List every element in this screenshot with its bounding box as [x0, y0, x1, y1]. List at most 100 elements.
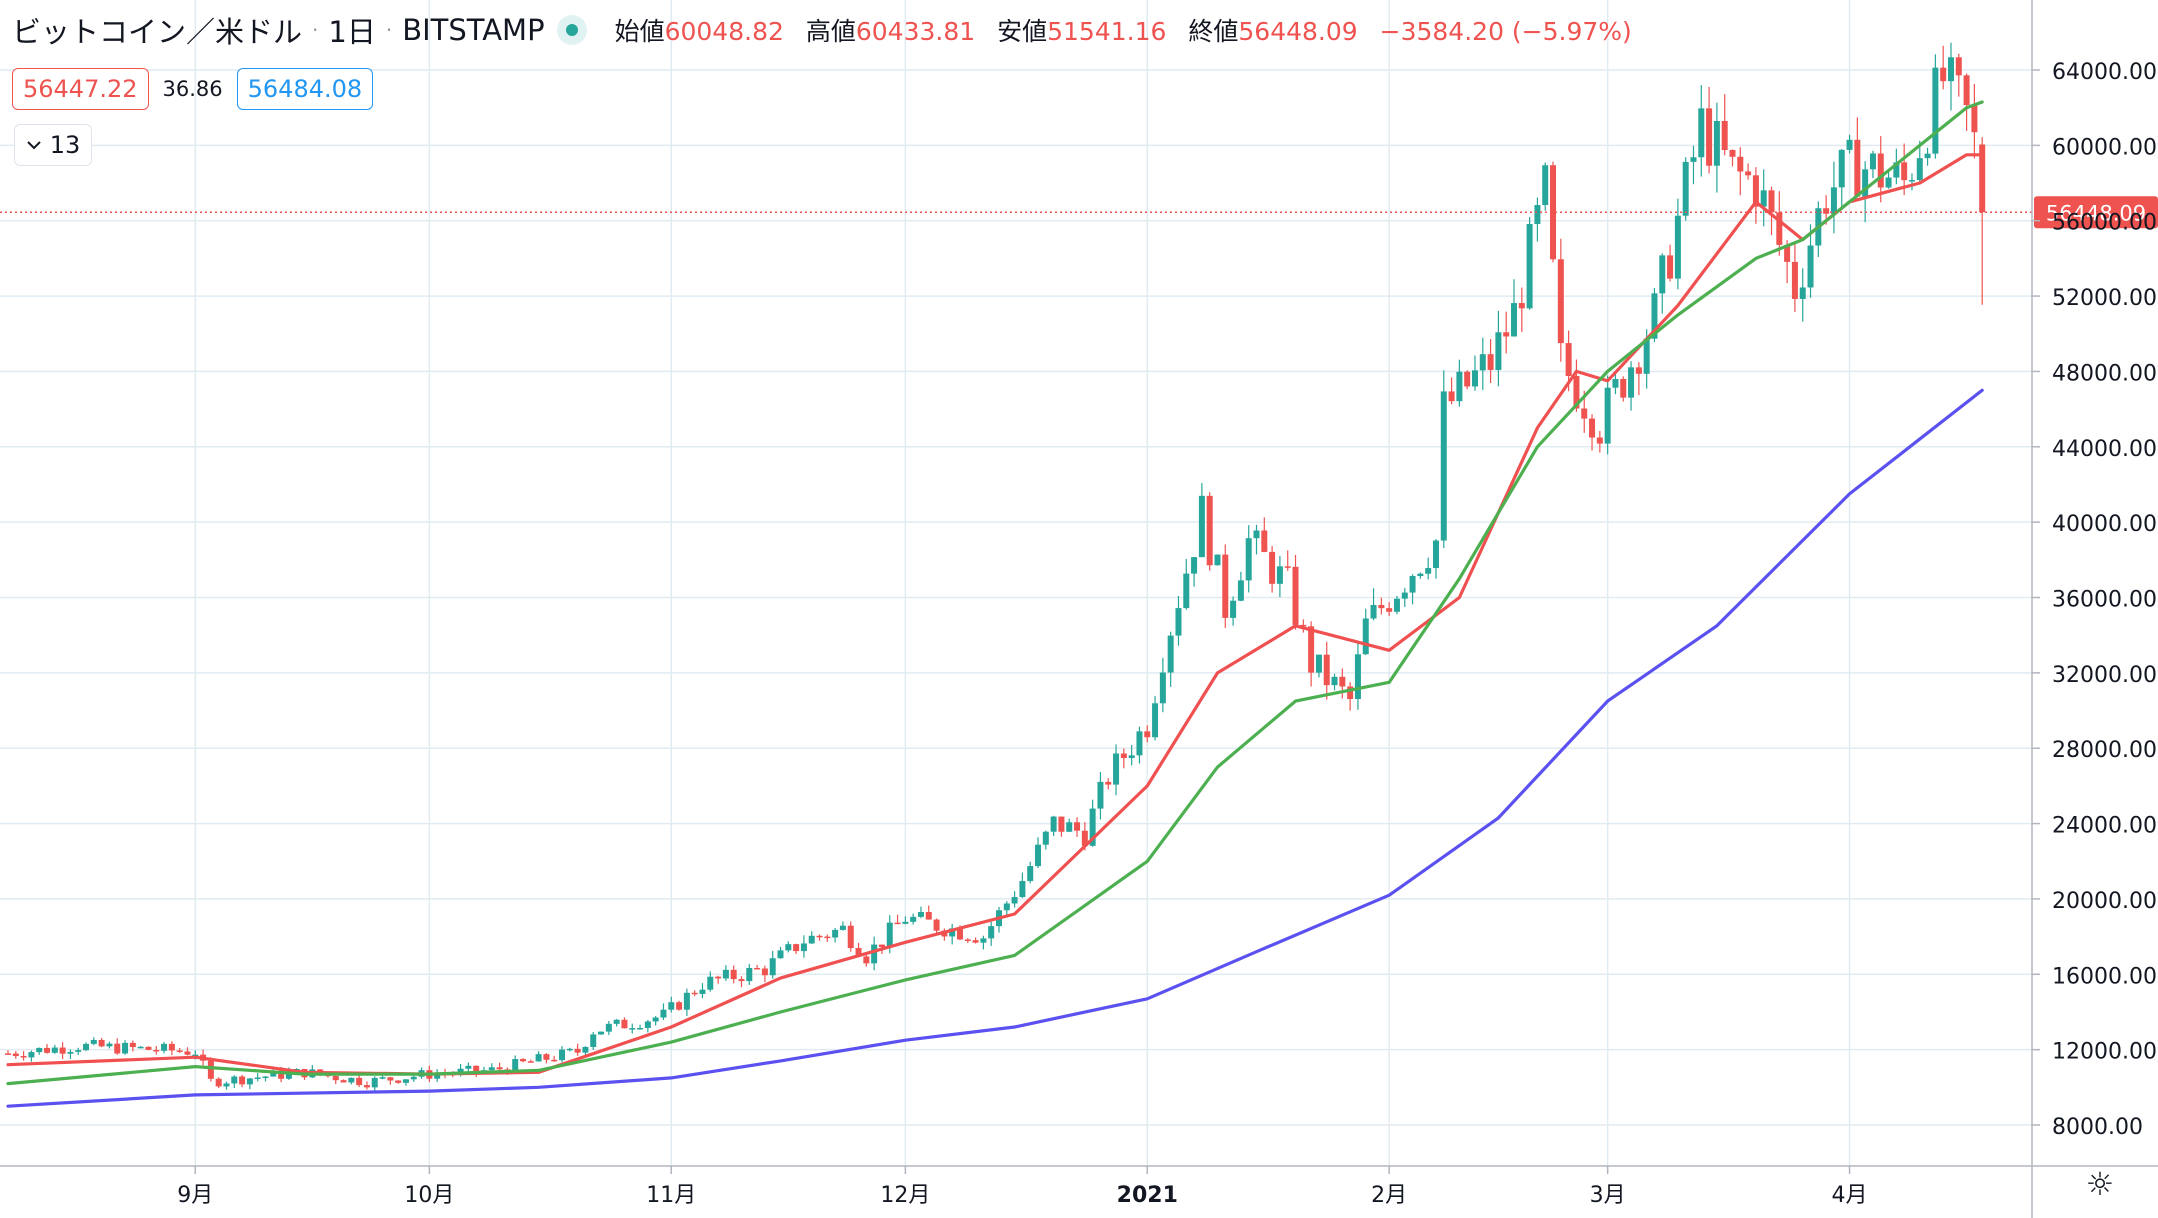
candle-body: [1230, 600, 1237, 618]
candle-body: [1752, 175, 1759, 207]
candle-body: [496, 1067, 503, 1070]
candle-body: [1596, 437, 1603, 444]
candle-body: [363, 1085, 370, 1088]
candle-body: [192, 1054, 199, 1057]
candle-body: [1799, 287, 1806, 299]
candle-body: [1823, 208, 1830, 214]
candle-body: [1362, 618, 1369, 655]
candle-body: [270, 1070, 277, 1077]
candle-body: [1628, 367, 1635, 398]
candle-body: [894, 922, 901, 925]
candle-body: [1105, 781, 1112, 785]
candle-body: [652, 1017, 659, 1022]
candle-body: [332, 1075, 339, 1081]
candle-body: [871, 944, 878, 964]
candle-body: [75, 1050, 82, 1052]
last-price-label: 56448.09: [2046, 201, 2146, 225]
candle-body: [44, 1047, 51, 1053]
candle-body: [988, 926, 995, 939]
chart-settings-button[interactable]: ☼: [2082, 1165, 2118, 1203]
chevron-down-icon: [26, 136, 42, 155]
candle-body: [527, 1061, 534, 1063]
candle-body: [855, 947, 862, 957]
candle-body: [1276, 566, 1283, 584]
close-value: 56448.09: [1238, 17, 1358, 46]
candle-body: [590, 1034, 597, 1048]
candle-body: [161, 1043, 168, 1051]
sell-price-button[interactable]: 56447.22: [12, 68, 149, 110]
candle-body: [1089, 808, 1096, 846]
candle-body: [878, 944, 885, 948]
candle-body: [1284, 566, 1291, 568]
candle-body: [1940, 67, 1947, 82]
last-price-box: [2034, 196, 2158, 229]
candle-body: [1323, 654, 1330, 686]
candle-body: [1971, 105, 1978, 133]
candle-body: [1401, 592, 1408, 599]
candle-body: [1667, 255, 1674, 279]
candle-body: [465, 1065, 472, 1069]
candle-body: [793, 944, 800, 952]
candle-body: [1214, 554, 1221, 566]
candle-body: [1963, 75, 1970, 106]
candle-body: [184, 1051, 191, 1055]
candle-body: [1487, 354, 1494, 370]
ohlc-values: 始値60048.82 高値60433.81 安値51541.16 終値56448…: [615, 12, 1646, 48]
candle-body: [488, 1067, 495, 1071]
candle-body: [1947, 57, 1954, 82]
candle-body: [231, 1076, 238, 1084]
ma-line-2: [6, 100, 1984, 1086]
candle-body: [1066, 822, 1073, 832]
open-value: 60048.82: [664, 17, 784, 46]
candle-body: [933, 919, 940, 931]
candle-body: [153, 1049, 160, 1052]
candle-body: [395, 1080, 402, 1083]
change-value: −3584.20 (−5.97%): [1379, 17, 1632, 46]
candle-body: [683, 992, 690, 1010]
ma-line-3: [6, 388, 1984, 1108]
candle-body: [1612, 378, 1619, 388]
candle-body: [1159, 672, 1166, 704]
candle-body: [1386, 608, 1393, 612]
indicators-toggle-button[interactable]: 13: [14, 124, 92, 166]
candle-body: [1932, 67, 1939, 154]
candle-body: [1144, 731, 1151, 738]
market-status-icon[interactable]: [556, 15, 587, 45]
candle-body: [1464, 371, 1471, 387]
candle-body: [660, 1009, 667, 1018]
y-tick-label: 16000.00: [2052, 964, 2157, 989]
candle-body: [816, 935, 823, 938]
x-tick-label: 9月: [177, 1183, 213, 1208]
buy-price-button[interactable]: 56484.08: [236, 68, 374, 110]
symbol-name[interactable]: ビットコイン／米ドル: [12, 15, 303, 49]
y-tick-label: 24000.00: [2052, 814, 2157, 839]
candle-body: [1651, 293, 1658, 339]
candle-body: [972, 940, 979, 943]
candle-body: [1152, 703, 1159, 738]
candle-body: [1511, 303, 1518, 337]
candle-body: [1745, 171, 1752, 176]
candle-body: [1846, 139, 1853, 150]
candle-body: [621, 1019, 628, 1029]
candle-body: [1011, 897, 1018, 904]
candle-body: [566, 1048, 573, 1051]
candle-body: [629, 1028, 636, 1030]
candle-body: [559, 1049, 566, 1061]
candle-body: [785, 944, 792, 951]
y-tick-label: 44000.00: [2052, 437, 2157, 462]
candle-body: [1791, 261, 1798, 299]
candle-body: [1589, 418, 1596, 438]
y-tick-label: 64000.00: [2052, 60, 2157, 85]
candle-body: [956, 928, 963, 940]
candle-body: [917, 911, 924, 917]
high-label: 高値: [805, 17, 856, 46]
candle-body: [1885, 177, 1892, 188]
candle-body: [1136, 731, 1143, 756]
candle-body: [1573, 375, 1580, 409]
legend-separator-2: ·: [385, 18, 393, 42]
exchange-label[interactable]: BITSTAMP: [402, 13, 545, 47]
candle-body: [1448, 391, 1455, 402]
interval-label[interactable]: 1日: [328, 15, 376, 49]
